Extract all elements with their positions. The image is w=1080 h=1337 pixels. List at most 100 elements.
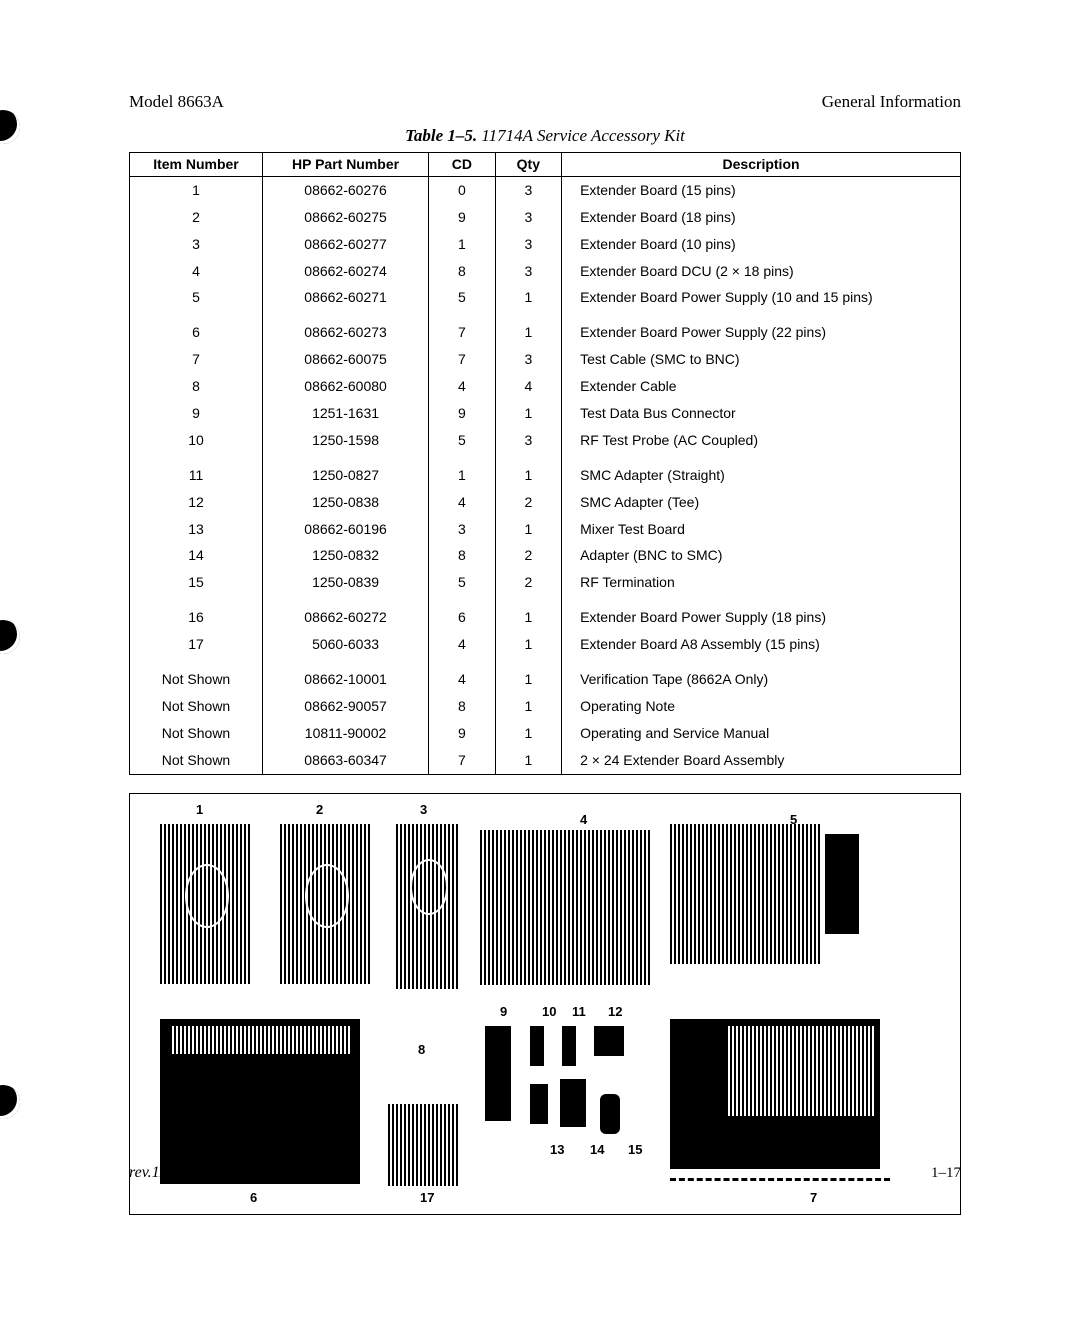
caption-label: Table 1–5. <box>405 126 477 145</box>
table-cell: 3 <box>495 258 561 285</box>
fig-label: 10 <box>542 1004 556 1019</box>
fig-label: 17 <box>420 1190 434 1205</box>
table-cell: 2 <box>495 489 561 516</box>
col-qty: Qty <box>495 153 561 177</box>
component-icon <box>485 1026 511 1121</box>
table-header-row: Item Number HP Part Number CD Qty Descri… <box>130 153 961 177</box>
table-cell: RF Termination <box>562 569 961 596</box>
table-cell: 16 <box>130 596 263 631</box>
table-row: 608662-6027371Extender Board Power Suppl… <box>130 311 961 346</box>
table-cell: Verification Tape (8662A Only) <box>562 658 961 693</box>
table-cell: Extender Cable <box>562 373 961 400</box>
table-cell: 5 <box>429 284 495 311</box>
table-cell: 08662-60273 <box>262 311 428 346</box>
table-cell: Extender Board Power Supply (18 pins) <box>562 596 961 631</box>
table-cell: Test Data Bus Connector <box>562 400 961 427</box>
table-row: 508662-6027151Extender Board Power Suppl… <box>130 284 961 311</box>
table-cell: 6 <box>429 596 495 631</box>
table-cell: 4 <box>429 658 495 693</box>
table-cell: 08662-60277 <box>262 231 428 258</box>
component-icon <box>388 1104 458 1186</box>
component-icon <box>670 824 820 964</box>
table-cell: Operating and Service Manual <box>562 720 961 747</box>
table-cell: 6 <box>130 311 263 346</box>
table-cell: 13 <box>130 516 263 543</box>
table-cell: 5 <box>130 284 263 311</box>
table-cell: Extender Board Power Supply (22 pins) <box>562 311 961 346</box>
table-cell: 08662-60274 <box>262 258 428 285</box>
table-cell: 7 <box>429 346 495 373</box>
table-cell: Not Shown <box>130 747 263 774</box>
table-cell: 08662-60196 <box>262 516 428 543</box>
table-cell: 15 <box>130 569 263 596</box>
col-item-number: Item Number <box>130 153 263 177</box>
fig-label: 12 <box>608 1004 622 1019</box>
table-cell: 1 <box>495 284 561 311</box>
table-row: 91251-163191Test Data Bus Connector <box>130 400 961 427</box>
table-cell: 4 <box>495 373 561 400</box>
table-cell: 1 <box>495 454 561 489</box>
component-icon <box>594 1026 624 1056</box>
fig-label: 7 <box>810 1190 817 1205</box>
binder-hole-icon <box>0 620 20 654</box>
table-cell: 14 <box>130 542 263 569</box>
table-cell: 8 <box>429 542 495 569</box>
caption-title: 11714A Service Accessory Kit <box>477 126 685 145</box>
table-cell: 10811-90002 <box>262 720 428 747</box>
table-row: 141250-083282Adapter (BNC to SMC) <box>130 542 961 569</box>
table-cell: 12 <box>130 489 263 516</box>
table-cell: 08662-60272 <box>262 596 428 631</box>
table-cell: 08662-90057 <box>262 693 428 720</box>
table-row: Not Shown08662-1000141Verification Tape … <box>130 658 961 693</box>
table-cell: Not Shown <box>130 720 263 747</box>
table-row: Not Shown10811-9000291Operating and Serv… <box>130 720 961 747</box>
table-cell: 5 <box>429 569 495 596</box>
table-cell: Adapter (BNC to SMC) <box>562 542 961 569</box>
table-cell: Test Cable (SMC to BNC) <box>562 346 961 373</box>
col-description: Description <box>562 153 961 177</box>
table-row: 1608662-6027261Extender Board Power Supp… <box>130 596 961 631</box>
fig-label: 1 <box>196 802 203 817</box>
table-cell: Not Shown <box>130 658 263 693</box>
table-row: 121250-083842SMC Adapter (Tee) <box>130 489 961 516</box>
component-icon <box>560 1079 586 1127</box>
header-section: General Information <box>822 92 961 112</box>
table-row: Not Shown08663-60347712 × 24 Extender Bo… <box>130 747 961 774</box>
table-row: 708662-6007573Test Cable (SMC to BNC) <box>130 346 961 373</box>
table-cell: 7 <box>429 311 495 346</box>
table-cell: 1 <box>495 516 561 543</box>
component-icon <box>185 864 229 928</box>
table-cell: 3 <box>495 231 561 258</box>
table-cell: Extender Board A8 Assembly (15 pins) <box>562 631 961 658</box>
table-cell: Not Shown <box>130 693 263 720</box>
component-icon <box>726 1026 876 1116</box>
table-cell: 1 <box>429 231 495 258</box>
fig-label: 11 <box>572 1004 586 1019</box>
table-row: 108662-6027603Extender Board (15 pins) <box>130 176 961 203</box>
table-cell: 1250-0827 <box>262 454 428 489</box>
table-cell: 4 <box>130 258 263 285</box>
table-cell: 3 <box>495 346 561 373</box>
table-cell: 11 <box>130 454 263 489</box>
footer-revision: rev.12AUG91 <box>129 1164 217 1182</box>
component-icon <box>530 1026 544 1066</box>
component-icon <box>480 830 650 985</box>
fig-label: 14 <box>590 1142 604 1157</box>
table-cell: 1 <box>495 311 561 346</box>
table-cell: 3 <box>495 176 561 203</box>
component-icon <box>170 1026 350 1054</box>
table-cell: 08662-60075 <box>262 346 428 373</box>
table-cell: 9 <box>429 400 495 427</box>
table-cell: 2 <box>130 204 263 231</box>
table-row: 808662-6008044Extender Cable <box>130 373 961 400</box>
table-cell: 1 <box>429 454 495 489</box>
table-cell: 08662-60275 <box>262 204 428 231</box>
table-cell: 5060-6033 <box>262 631 428 658</box>
table-cell: Extender Board DCU (2 × 18 pins) <box>562 258 961 285</box>
fig-label: 15 <box>628 1142 642 1157</box>
table-cell: 1250-1598 <box>262 427 428 454</box>
table-cell: 1 <box>495 596 561 631</box>
scan-page: Model 8663A General Information Table 1–… <box>0 0 1080 1337</box>
table-cell: 4 <box>429 373 495 400</box>
table-cell: 3 <box>495 427 561 454</box>
